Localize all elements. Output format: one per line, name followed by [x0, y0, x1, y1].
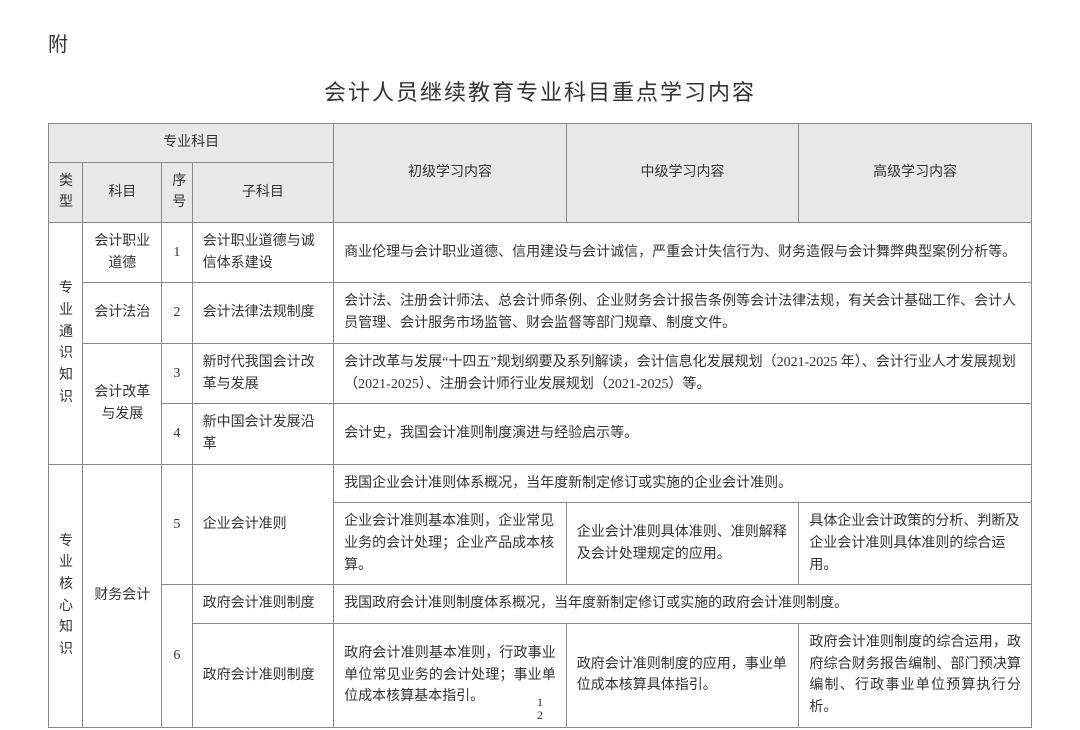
cell-type: 专业核心知识 [49, 464, 83, 727]
cell-type: 专业通识知识 [49, 223, 83, 465]
th-beginner: 初级学习内容 [334, 124, 567, 223]
th-subject: 科目 [83, 162, 162, 222]
cell-content: 商业伦理与会计职业道德、信用建设与会计诚信，严重会计失信行为、财务造假与会计舞弊… [334, 223, 1032, 283]
table-row: 专业核心知识 财务会计 5 企业会计准则 我国企业会计准则体系概况，当年度新制定… [49, 464, 1032, 503]
th-group: 专业科目 [49, 124, 334, 163]
page-number-top: 1 [0, 696, 1080, 709]
table-header: 专业科目 初级学习内容 中级学习内容 高级学习内容 类型 科目 序号 子科目 [49, 124, 1032, 223]
cell-seq: 5 [162, 464, 192, 585]
cell-seq: 1 [162, 223, 192, 283]
cell-subject: 会计职业道德 [83, 223, 162, 283]
table-row: 6 政府会计准则制度 我国政府会计准则制度体系概况，当年度新制定修订或实施的政府… [49, 585, 1032, 624]
cell-subject: 财务会计 [83, 464, 162, 727]
cell-content: 我国政府会计准则制度体系概况，当年度新制定修订或实施的政府会计准则制度。 [334, 585, 1032, 624]
th-intermediate: 中级学习内容 [566, 124, 799, 223]
th-sub-subject: 子科目 [192, 162, 334, 222]
page-number: 1 2 [0, 696, 1080, 722]
th-type: 类型 [49, 162, 83, 222]
cell-seq: 4 [162, 404, 192, 464]
cell-content: 会计改革与发展“十四五”规划纲要及系列解读，会计信息化发展规划（2021-202… [334, 343, 1032, 403]
page-title: 会计人员继续教育专业科目重点学习内容 [48, 75, 1032, 107]
cell-sub: 政府会计准则制度 [192, 585, 334, 624]
cell-sub: 新时代我国会计改革与发展 [192, 343, 334, 403]
th-seq: 序号 [162, 162, 192, 222]
th-advanced: 高级学习内容 [799, 124, 1032, 223]
cell-content: 会计法、注册会计师法、总会计师条例、企业财务会计报告条例等会计法律法规，有关会计… [334, 283, 1032, 343]
cell-sub: 会计职业道德与诚信体系建设 [192, 223, 334, 283]
cell-seq: 2 [162, 283, 192, 343]
cell-content: 会计史，我国会计准则制度演进与经验启示等。 [334, 404, 1032, 464]
page-number-bottom: 2 [0, 709, 1080, 722]
table-row: 会计法治 2 会计法律法规制度 会计法、注册会计师法、总会计师条例、企业财务会计… [49, 283, 1032, 343]
cell-subject: 会计改革与发展 [83, 343, 162, 464]
cell-seq: 3 [162, 343, 192, 403]
table-row: 专业通识知识 会计职业道德 1 会计职业道德与诚信体系建设 商业伦理与会计职业道… [49, 223, 1032, 283]
cell-sub: 会计法律法规制度 [192, 283, 334, 343]
cell-intermediate: 企业会计准则具体准则、准则解释及会计处理规定的应用。 [566, 503, 799, 585]
cell-subject: 会计法治 [83, 283, 162, 343]
cell-sub: 企业会计准则 [192, 464, 334, 585]
cell-beginner: 企业会计准则基本准则，企业常见业务的会计处理；企业产品成本核算。 [334, 503, 567, 585]
curriculum-table: 专业科目 初级学习内容 中级学习内容 高级学习内容 类型 科目 序号 子科目 专… [48, 123, 1032, 728]
table-row: 4 新中国会计发展沿革 会计史，我国会计准则制度演进与经验启示等。 [49, 404, 1032, 464]
cell-advanced: 具体企业会计政策的分析、判断及企业会计准则具体准则的综合运用。 [799, 503, 1032, 585]
cell-sub: 新中国会计发展沿革 [192, 404, 334, 464]
cell-content: 我国企业会计准则体系概况，当年度新制定修订或实施的企业会计准则。 [334, 464, 1032, 503]
table-row: 会计改革与发展 3 新时代我国会计改革与发展 会计改革与发展“十四五”规划纲要及… [49, 343, 1032, 403]
annex-label: 附 [48, 28, 1032, 57]
